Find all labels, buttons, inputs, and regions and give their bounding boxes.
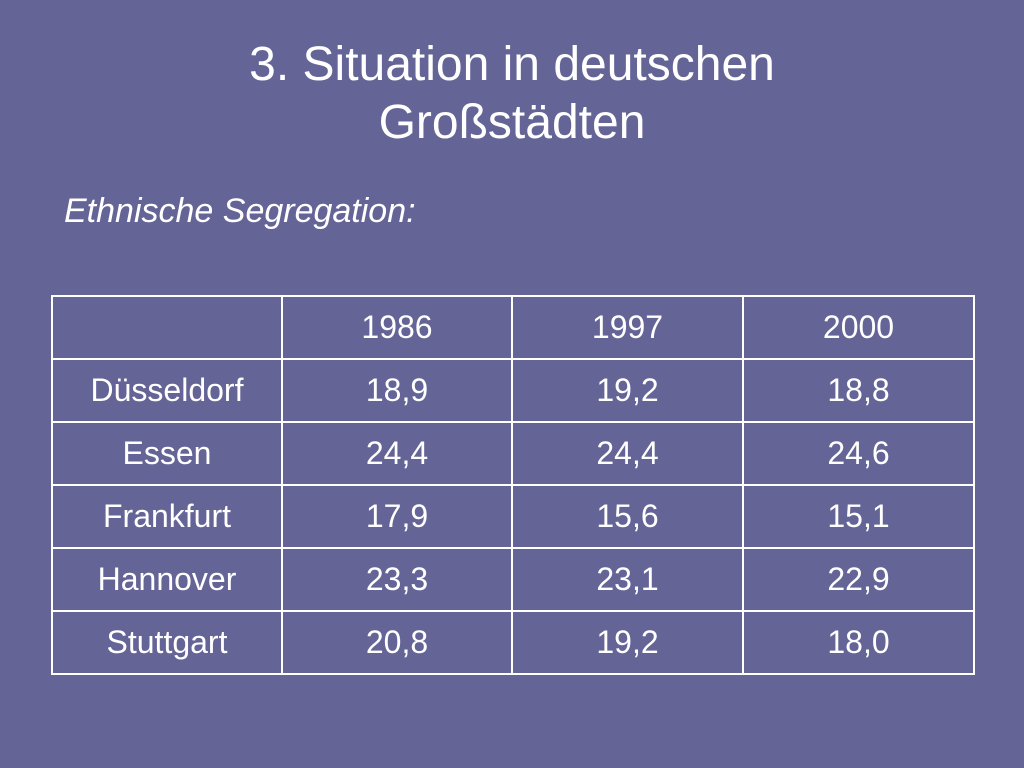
table-cell: 19,2 <box>511 610 744 675</box>
table-cell: 18,8 <box>742 358 975 423</box>
table-row: Frankfurt 17,9 15,6 15,1 <box>51 484 975 549</box>
table-header-row: 1986 1997 2000 <box>51 295 975 360</box>
table-row: Hannover 23,3 23,1 22,9 <box>51 547 975 612</box>
table-cell: 18,0 <box>742 610 975 675</box>
table-row: Stuttgart 20,8 19,2 18,0 <box>51 610 975 675</box>
row-label: Essen <box>51 421 283 486</box>
column-header-1986: 1986 <box>281 295 513 360</box>
row-label: Hannover <box>51 547 283 612</box>
table-cell: 17,9 <box>281 484 513 549</box>
table-cell: 22,9 <box>742 547 975 612</box>
row-label: Düsseldorf <box>51 358 283 423</box>
table-cell: 24,4 <box>281 421 513 486</box>
table-row: Düsseldorf 18,9 19,2 18,8 <box>51 358 975 423</box>
table-cell: 24,6 <box>742 421 975 486</box>
slide-title-line-1: 3. Situation in deutschen <box>249 38 775 91</box>
slide-title-line-2: Großstädten <box>378 96 646 149</box>
row-label: Frankfurt <box>51 484 283 549</box>
row-label: Stuttgart <box>51 610 283 675</box>
table-cell: 15,6 <box>511 484 744 549</box>
table-corner-cell <box>51 295 283 360</box>
column-header-2000: 2000 <box>742 295 975 360</box>
column-header-1997: 1997 <box>511 295 744 360</box>
table-cell: 18,9 <box>281 358 513 423</box>
slide-subtitle: Ethnische Segregation: <box>64 192 416 230</box>
table-row: Essen 24,4 24,4 24,6 <box>51 421 975 486</box>
segregation-table: 1986 1997 2000 Düsseldorf 18,9 19,2 18,8… <box>51 295 975 675</box>
slide-title: 3. Situation in deutschen Großstädten <box>0 36 1024 152</box>
table-cell: 23,1 <box>511 547 744 612</box>
table-cell: 15,1 <box>742 484 975 549</box>
table-cell: 20,8 <box>281 610 513 675</box>
table-cell: 19,2 <box>511 358 744 423</box>
table-cell: 23,3 <box>281 547 513 612</box>
table-cell: 24,4 <box>511 421 744 486</box>
